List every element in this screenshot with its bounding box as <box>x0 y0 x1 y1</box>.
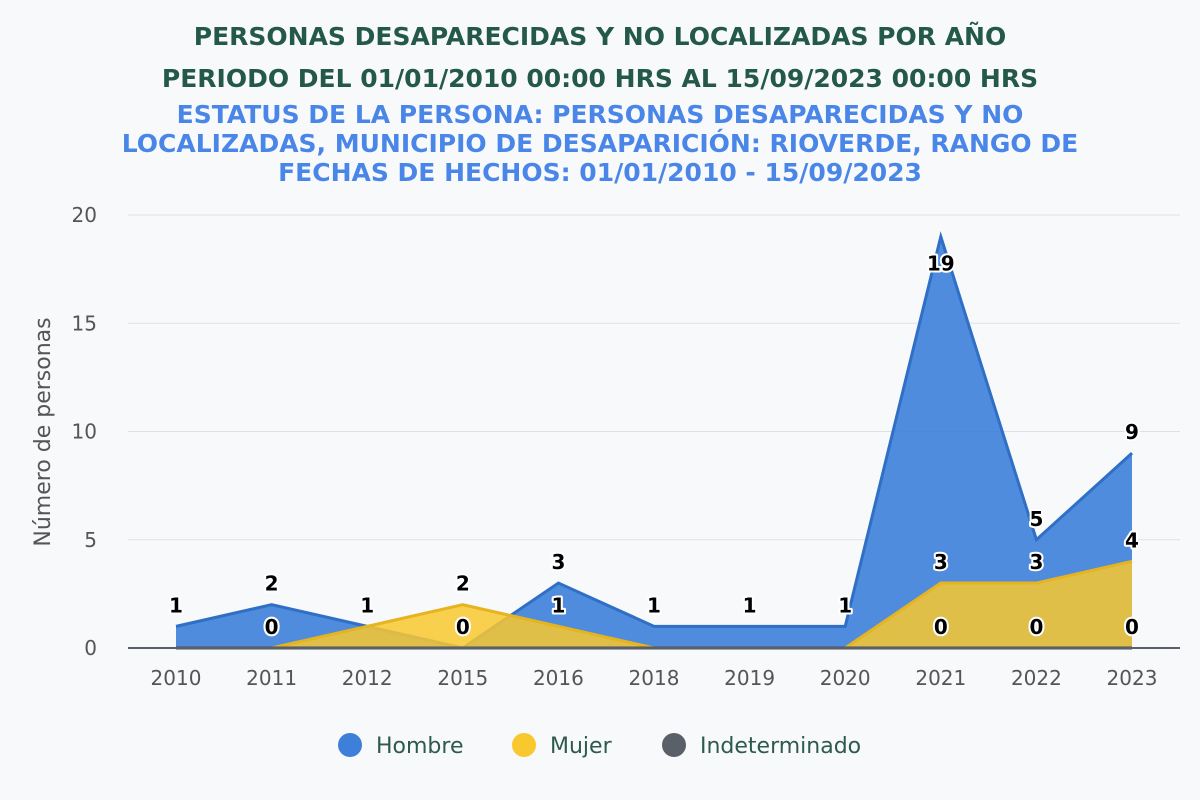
data-label-hombre: 1 <box>360 593 374 617</box>
legend-label: Indeterminado <box>700 734 861 759</box>
x-tick-label: 2015 <box>437 666 488 690</box>
legend-item-mujer[interactable]: Mujer <box>512 733 613 759</box>
x-tick-label: 2021 <box>915 666 966 690</box>
y-tick-label: 10 <box>72 420 97 444</box>
data-label-mujer: 3 <box>1029 550 1043 574</box>
data-label-hombre: 2 <box>265 572 279 596</box>
y-tick-label: 0 <box>84 636 97 660</box>
legend[interactable]: Hombre Mujer Indeterminado <box>338 733 861 759</box>
y-tick-label: 20 <box>72 203 97 227</box>
data-label-mujer: 3 <box>934 550 948 574</box>
data-label-mujer: 1 <box>360 593 374 617</box>
data-label-hombre: 19 <box>927 252 955 276</box>
data-label-mujer: 0 <box>265 615 279 639</box>
y-tick-label: 15 <box>72 311 97 335</box>
x-tick-label: 2011 <box>246 666 297 690</box>
area-hombre <box>176 236 1132 648</box>
x-tick-label: 2016 <box>533 666 584 690</box>
data-label-mujer: 1 <box>551 593 565 617</box>
data-label-zero: 0 <box>934 615 948 639</box>
data-label-hombre: 5 <box>1029 507 1043 531</box>
data-label-mujer: 2 <box>456 572 470 596</box>
data-label-mujer: 1 <box>551 593 565 617</box>
data-label-hombre: 0 <box>456 615 470 639</box>
legend-label: Mujer <box>550 734 613 759</box>
data-label-mujer: 4 <box>1125 528 1139 552</box>
data-label-hombre: 1 <box>169 593 183 617</box>
data-label-hombre: 1 <box>838 593 852 617</box>
x-tick-label: 2020 <box>820 666 871 690</box>
data-label-hombre: 1 <box>647 593 661 617</box>
legend-marker <box>338 733 362 757</box>
line-hombre <box>175 231 1134 650</box>
x-tick-label: 2023 <box>1107 666 1158 690</box>
data-label-zero: 0 <box>1125 615 1139 639</box>
chart-title: PERSONAS DESAPARECIDAS Y NO LOCALIZADAS … <box>193 22 1007 51</box>
legend-marker <box>662 733 686 757</box>
y-tick-label: 5 <box>84 528 97 552</box>
data-label-zero: 0 <box>1029 615 1043 639</box>
x-tick-label: 2022 <box>1011 666 1062 690</box>
legend-label: Hombre <box>376 734 464 759</box>
area-layer <box>175 231 1134 650</box>
data-label-zero: 0 <box>456 615 470 639</box>
area-mujer <box>176 561 1132 648</box>
data-label-zero: 0 <box>265 615 279 639</box>
x-tick-label: 2012 <box>342 666 393 690</box>
x-tick-label: 2019 <box>724 666 775 690</box>
x-tick-label: 2010 <box>151 666 202 690</box>
chart-subtitle: ESTATUS DE LA PERSONA: PERSONAS DESAPARE… <box>121 100 1079 187</box>
chart-period: PERIODO DEL 01/01/2010 00:00 HRS AL 15/0… <box>161 64 1039 93</box>
data-label-hombre: 9 <box>1125 420 1139 444</box>
y-axis-label: Número de personas <box>31 317 56 546</box>
x-tick-label: 2018 <box>629 666 680 690</box>
data-label-hombre: 1 <box>743 593 757 617</box>
data-label-hombre: 3 <box>551 550 565 574</box>
legend-marker <box>512 733 536 757</box>
legend-item-hombre[interactable]: Hombre <box>338 733 464 759</box>
legend-item-indeterminado[interactable]: Indeterminado <box>662 733 861 759</box>
